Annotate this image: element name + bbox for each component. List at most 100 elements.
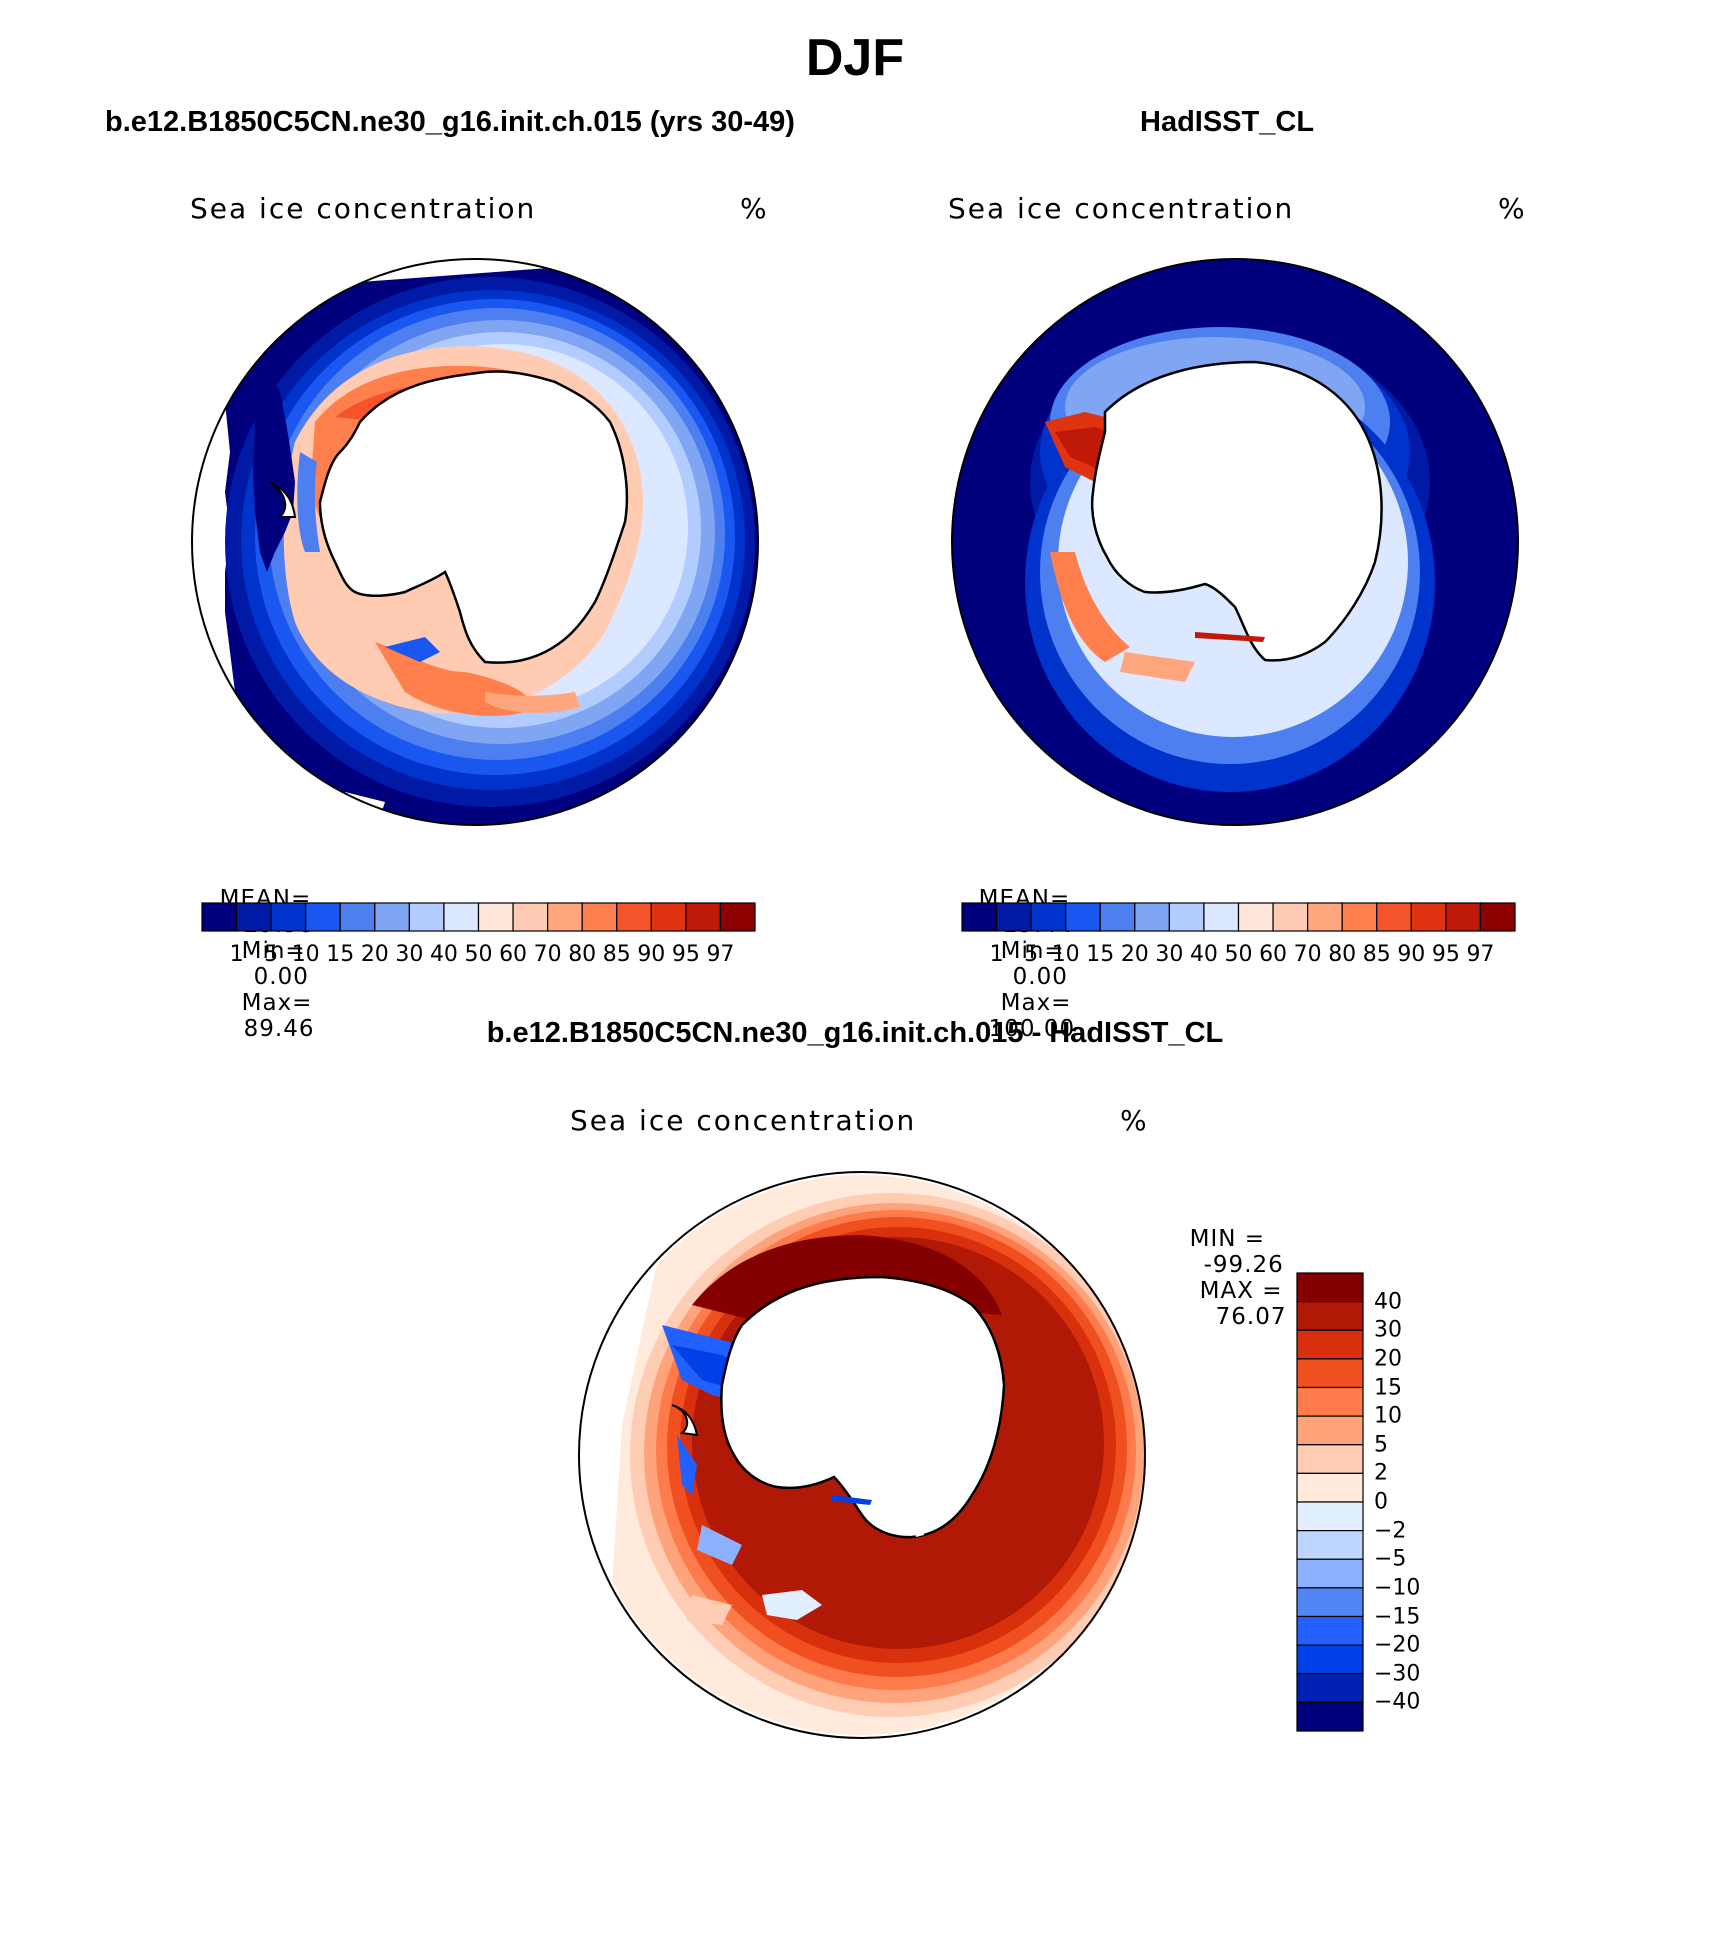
diff-colorbar-tick-label: 40 bbox=[1374, 1289, 1402, 1315]
diff-colorbar-tick-label: −5 bbox=[1374, 1546, 1407, 1572]
right-colorbar-tick-label: 15 bbox=[1086, 942, 1115, 967]
diff-colorbar-swatch bbox=[1296, 1644, 1364, 1675]
left-colorbar-tick-label: 60 bbox=[499, 942, 528, 967]
right-colorbar-swatch bbox=[1099, 902, 1136, 932]
left-max-value: 89.46 bbox=[243, 1016, 315, 1042]
left-colorbar-tick-label: 85 bbox=[602, 942, 631, 967]
diff-colorbar-swatch bbox=[1296, 1615, 1364, 1646]
diff-variable-label: Sea ice concentration bbox=[570, 1104, 917, 1137]
left-colorbar-swatch bbox=[581, 902, 618, 932]
diff-colorbar-swatch bbox=[1296, 1587, 1364, 1618]
right-colorbar-swatch bbox=[1134, 902, 1170, 932]
diff-colorbar-swatch bbox=[1296, 1501, 1364, 1532]
right-colorbar-tick-label: 90 bbox=[1397, 942, 1426, 967]
right-variable-label: Sea ice concentration bbox=[948, 192, 1295, 225]
right-colorbar-tick-label: 85 bbox=[1362, 942, 1391, 967]
diff-colorbar-tick-label: 0 bbox=[1374, 1489, 1388, 1515]
left-colorbar-tick-label: 70 bbox=[533, 942, 562, 967]
right-colorbar-tick-label: 50 bbox=[1224, 942, 1253, 967]
right-colorbar-swatch bbox=[1030, 902, 1067, 932]
right-colorbar-tick-label: 95 bbox=[1431, 942, 1460, 967]
diff-colorbar-swatch bbox=[1296, 1272, 1364, 1303]
left-max-label: Max= bbox=[241, 990, 313, 1016]
diff-colorbar-swatch bbox=[1296, 1444, 1364, 1474]
diff-colorbar-swatch bbox=[1296, 1673, 1364, 1703]
left-colorbar-tick-label: 95 bbox=[671, 942, 700, 967]
left-colorbar-swatch bbox=[201, 902, 238, 932]
left-colorbar-tick-label: 80 bbox=[568, 942, 597, 967]
diff-colorbar-tick-label: −20 bbox=[1374, 1632, 1421, 1658]
difference-polar-map bbox=[578, 1171, 1146, 1739]
right-colorbar-swatch bbox=[1410, 902, 1447, 932]
diff-min-value: -99.26 bbox=[1203, 1252, 1284, 1278]
left-colorbar-ticks: 1 5 10 15 20 30 40 50 60 70 80 85 90 95 97 bbox=[202, 942, 755, 972]
right-colorbar-tick-label: 80 bbox=[1328, 942, 1357, 967]
diff-colorbar-tick-label: −15 bbox=[1374, 1604, 1421, 1629]
right-colorbar-tick-label: 97 bbox=[1466, 942, 1495, 967]
right-colorbar-tick-label: 30 bbox=[1155, 942, 1184, 967]
diff-colorbar-tick-label: 5 bbox=[1374, 1432, 1388, 1458]
left-colorbar-swatch bbox=[339, 902, 376, 932]
diff-colorbar-swatch bbox=[1296, 1701, 1364, 1732]
right-colorbar-swatch bbox=[1168, 902, 1205, 932]
right-colorbar-swatch bbox=[1479, 902, 1516, 932]
right-colorbar-tick-label: 10 bbox=[1051, 942, 1080, 967]
left-colorbar bbox=[201, 902, 756, 932]
diff-colorbar bbox=[1296, 1272, 1364, 1732]
right-colorbar-tick-label: 60 bbox=[1259, 942, 1288, 967]
right-colorbar-swatch bbox=[1065, 902, 1101, 932]
right-colorbar-tick-label: 5 bbox=[1024, 942, 1039, 967]
left-colorbar-swatch bbox=[547, 902, 583, 932]
right-colorbar bbox=[961, 902, 1516, 932]
right-colorbar-swatch bbox=[1376, 902, 1412, 932]
right-unit-label: % bbox=[1498, 192, 1527, 225]
left-colorbar-swatch bbox=[477, 902, 514, 932]
right-colorbar-swatch bbox=[1203, 902, 1240, 932]
left-colorbar-swatch bbox=[616, 902, 652, 932]
left-colorbar-swatch bbox=[374, 902, 410, 932]
diff-max-label: MAX = bbox=[1199, 1278, 1283, 1304]
left-colorbar-tick-label: 40 bbox=[429, 942, 458, 967]
right-min-label: Min= bbox=[1000, 938, 1065, 964]
right-max-value: 100.00 bbox=[988, 1016, 1076, 1042]
diff-colorbar-tick-label: 2 bbox=[1374, 1460, 1388, 1486]
diff-colorbar-swatch bbox=[1296, 1558, 1364, 1589]
diff-unit-label: % bbox=[1120, 1104, 1149, 1137]
left-colorbar-swatch bbox=[235, 902, 272, 932]
left-colorbar-swatch bbox=[650, 902, 687, 932]
diff-colorbar-swatch bbox=[1296, 1386, 1364, 1417]
diff-colorbar-tick-label: −10 bbox=[1374, 1575, 1421, 1601]
diff-stats: MIN = -99.26 MAX = 76.07 bbox=[1173, 1200, 1286, 1330]
left-colorbar-swatch bbox=[408, 902, 445, 932]
right-colorbar-tick-label: 40 bbox=[1189, 942, 1218, 967]
right-colorbar-ticks: 1 5 10 15 20 30 40 50 60 70 80 85 90 95 97 bbox=[962, 942, 1515, 972]
diff-colorbar-swatch bbox=[1296, 1530, 1364, 1560]
left-colorbar-swatch bbox=[512, 902, 549, 932]
right-colorbar-tick-label: 1 bbox=[989, 942, 1004, 967]
diff-colorbar-swatch bbox=[1296, 1415, 1364, 1446]
left-colorbar-tick-label: 10 bbox=[291, 942, 320, 967]
diff-colorbar-swatch bbox=[1296, 1329, 1364, 1360]
diff-colorbar-tick-label: 15 bbox=[1374, 1375, 1402, 1400]
left-colorbar-swatch bbox=[270, 902, 307, 932]
right-colorbar-swatch bbox=[961, 902, 998, 932]
right-colorbar-swatch bbox=[1445, 902, 1482, 932]
right-colorbar-swatch bbox=[1272, 902, 1309, 932]
left-min-label: Min= bbox=[241, 938, 306, 964]
right-colorbar-swatch bbox=[1341, 902, 1378, 932]
left-colorbar-swatch bbox=[685, 902, 722, 932]
diff-min-label: MIN = bbox=[1189, 1226, 1266, 1252]
left-colorbar-tick-label: 5 bbox=[264, 942, 279, 967]
right-colorbar-swatch bbox=[1307, 902, 1343, 932]
left-unit-label: % bbox=[740, 192, 769, 225]
diff-max-value: 76.07 bbox=[1215, 1304, 1287, 1330]
right-colorbar-swatch bbox=[1237, 902, 1274, 932]
left-colorbar-tick-label: 20 bbox=[360, 942, 389, 967]
left-colorbar-tick-label: 90 bbox=[637, 942, 666, 967]
left-colorbar-swatch bbox=[719, 902, 756, 932]
diff-colorbar-tick-label: 30 bbox=[1374, 1317, 1402, 1343]
left-colorbar-tick-label: 30 bbox=[395, 942, 424, 967]
diff-colorbar-swatch bbox=[1296, 1472, 1364, 1503]
left-min-value: 0.00 bbox=[253, 964, 309, 990]
left-polar-map bbox=[191, 258, 759, 826]
